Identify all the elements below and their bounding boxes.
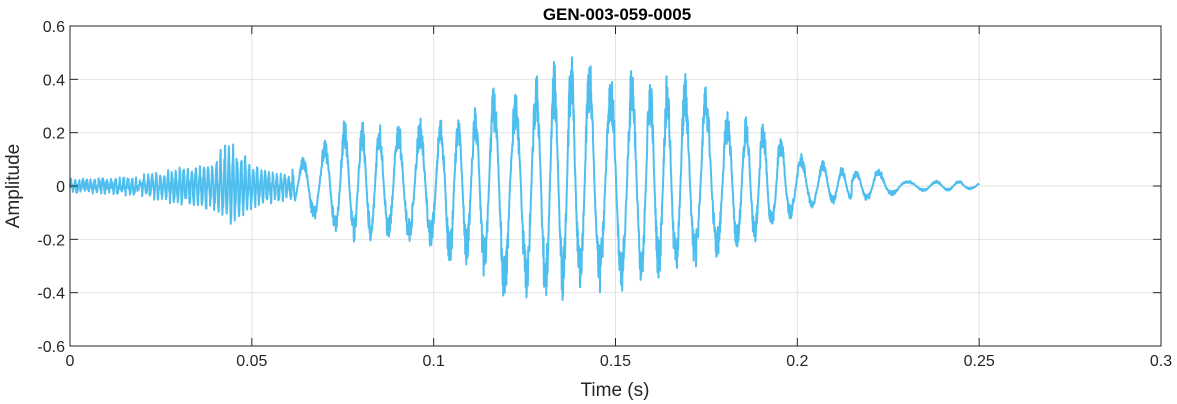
x-tick-label: 0.25 — [964, 353, 995, 370]
y-tick-label: 0.6 — [43, 19, 65, 36]
y-tick-label: -0.4 — [37, 286, 65, 303]
y-axis: -0.6 -0.4 -0.2 0 0.2 0.4 0.6 — [37, 19, 1161, 356]
y-tick-label: -0.6 — [37, 339, 65, 356]
x-tick-label: 0.3 — [1150, 353, 1172, 370]
x-tick-label: 0.2 — [786, 353, 808, 370]
x-tick-label: 0.1 — [423, 353, 445, 370]
x-tick-label: 0 — [66, 353, 75, 370]
y-tick-label: 0.2 — [43, 126, 65, 143]
y-axis-label: Amplitude — [3, 144, 24, 229]
y-tick-label: 0 — [56, 179, 65, 196]
x-tick-label: 0.15 — [600, 353, 631, 370]
x-axis-label: Time (s) — [581, 380, 650, 401]
chart-title: GEN-003-059-0005 — [543, 5, 691, 24]
x-axis: 0 0.05 0.1 0.15 0.2 0.25 0.3 — [66, 26, 1172, 370]
y-tick-label: 0.4 — [43, 72, 65, 89]
waveform-series-line — [69, 56, 981, 301]
y-tick-label: -0.2 — [37, 232, 65, 249]
x-tick-label: 0.05 — [236, 353, 267, 370]
